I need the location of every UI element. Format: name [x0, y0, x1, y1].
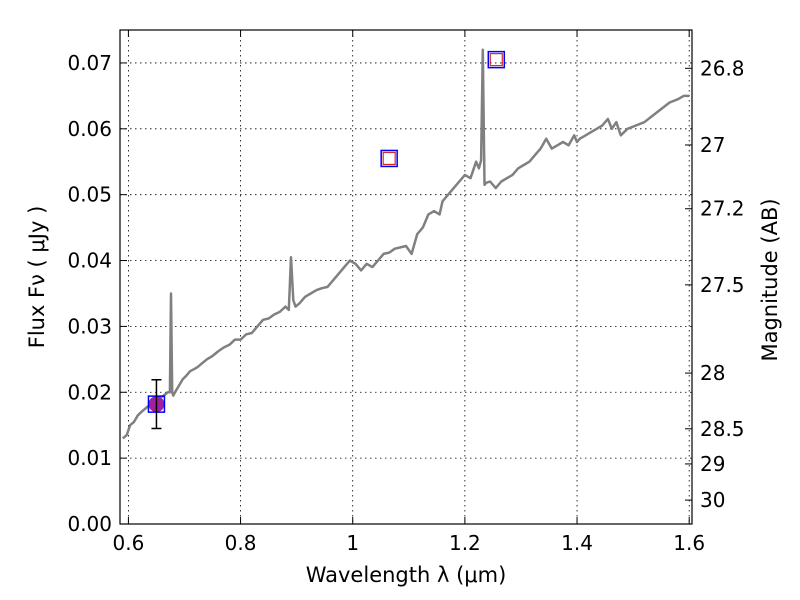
- y-axis-label: Flux Fν ( μJy ): [25, 206, 49, 349]
- spectrum-line: [121, 48, 690, 440]
- y-tick-label: 0.01: [67, 446, 112, 470]
- x-tick-label: 0.6: [113, 531, 145, 555]
- x-tick-label: 0.8: [225, 531, 257, 555]
- x-tick-label: 1: [346, 531, 359, 555]
- photometry-square: [380, 149, 398, 168]
- mag-tick-label: 27.5: [700, 273, 745, 297]
- mag-tick-label: 26.8: [700, 56, 745, 80]
- model-square: [489, 53, 503, 67]
- grid-lines: [120, 30, 692, 525]
- x-tick-label: 1.6: [673, 531, 705, 555]
- photometry-markers: [147, 50, 506, 430]
- y-tick-label: 0.00: [67, 512, 112, 536]
- x-tick-label: 1.4: [561, 531, 593, 555]
- photometry-square: [487, 50, 506, 69]
- y-tick-label: 0.07: [67, 51, 112, 75]
- y-tick-label: 0.04: [67, 249, 112, 273]
- y-tick-label: 0.05: [67, 183, 112, 207]
- plot-frame: [119, 29, 693, 525]
- y-tick-label: 0.02: [67, 380, 112, 404]
- photometry-point: [380, 149, 398, 168]
- photometry-point-detected: [147, 379, 166, 430]
- x-tick-label: 1.2: [449, 531, 481, 555]
- mag-tick-label: 27.2: [700, 197, 745, 221]
- model-square: [382, 151, 396, 166]
- photometry-point: [487, 50, 506, 69]
- axis-ticks: [120, 30, 692, 525]
- mag-tick-label: 30: [700, 488, 725, 512]
- mag-tick-label: 28: [700, 361, 725, 385]
- tick-labels: 0.6 0.8 1 1.2 1.4 1.6 0.00 0.01 0.02 0.03 0.04 0.05…: [67, 51, 744, 555]
- x-axis-label: Wavelength λ (μm): [306, 563, 507, 587]
- right-y-axis-label: Magnitude (AB): [758, 198, 782, 361]
- mag-tick-label: 28.5: [700, 417, 745, 441]
- y-tick-label: 0.03: [67, 314, 112, 338]
- y-tick-label: 0.06: [67, 117, 112, 141]
- mag-tick-label: 29: [700, 452, 725, 476]
- mag-tick-label: 27: [700, 133, 725, 157]
